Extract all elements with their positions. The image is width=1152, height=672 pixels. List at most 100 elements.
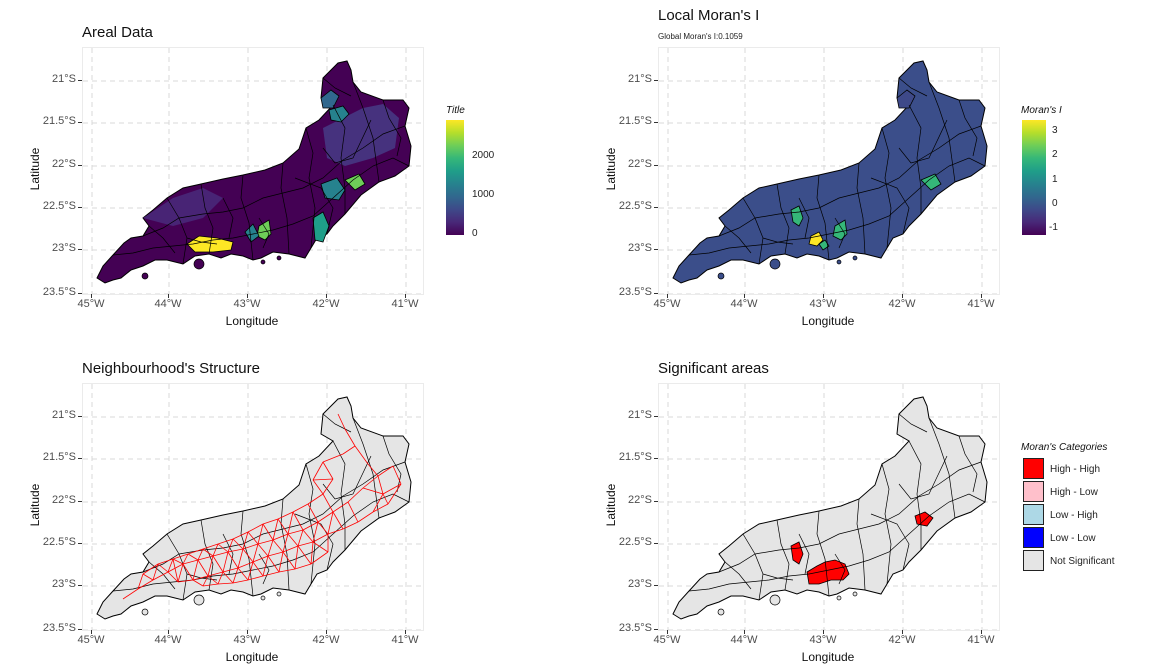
y-tick-label: 22°S — [628, 494, 652, 506]
panel-title: Local Moran's I — [658, 7, 760, 24]
neighbour-link — [357, 511, 374, 523]
x-tick-mark — [667, 630, 668, 634]
y-tick-mark — [78, 207, 82, 208]
neighbour-link — [122, 588, 139, 600]
municipality-border — [332, 104, 346, 214]
municipality-border — [186, 237, 218, 245]
island — [260, 259, 266, 265]
municipality-border — [742, 533, 764, 601]
x-axis-label: Longitude — [801, 650, 855, 664]
neighbour-link — [312, 479, 324, 495]
legend-swatch — [1023, 504, 1044, 525]
municipality-border — [382, 99, 402, 157]
neighbour-link — [202, 548, 214, 557]
y-tick-label: 21°S — [628, 73, 652, 85]
y-tick-mark — [78, 416, 82, 417]
neighbour-link — [232, 567, 239, 584]
municipality-border — [200, 519, 214, 591]
neighbour-link — [202, 575, 209, 587]
neighbour-link — [232, 538, 244, 550]
neighbour-link — [297, 545, 312, 565]
neighbour-link — [242, 531, 249, 550]
x-tick-mark — [981, 294, 982, 298]
neighbour-link — [347, 487, 364, 503]
neighbour-link — [202, 583, 219, 587]
municipality-border — [148, 225, 176, 254]
legend-tick-label: -1 — [1049, 222, 1058, 233]
municipality-border — [294, 513, 334, 571]
neighbour-link — [192, 575, 209, 581]
municipality-border — [908, 440, 922, 550]
neighbour-link — [142, 573, 154, 581]
map-plot-area — [82, 47, 424, 295]
neighbour-link — [172, 558, 184, 565]
y-tick-label: 22.5°S — [618, 200, 652, 212]
island — [852, 255, 858, 261]
municipality-border — [856, 498, 866, 591]
island — [276, 591, 282, 597]
y-tick-mark — [78, 122, 82, 123]
y-tick-label: 22°S — [628, 158, 652, 170]
neighbour-link — [237, 567, 249, 581]
neighbour-link — [267, 551, 284, 557]
y-tick-mark — [654, 543, 658, 544]
neighbour-link — [227, 548, 244, 553]
municipality-border — [332, 440, 346, 550]
neighbour-link — [187, 553, 199, 561]
neighbour-link — [262, 523, 274, 541]
legend-tick-label: 1000 — [472, 189, 495, 200]
y-tick-mark — [654, 207, 658, 208]
legend-tick-label: 0 — [1052, 198, 1058, 209]
neighbour-link — [267, 539, 274, 557]
map-svg — [83, 384, 423, 630]
neighbour-link — [217, 582, 234, 585]
y-tick-mark — [654, 629, 658, 630]
neighbour-link — [207, 575, 219, 585]
x-tick-label: 42°W — [312, 634, 340, 646]
x-tick-mark — [744, 294, 745, 298]
municipality-border — [798, 533, 810, 575]
municipality-border — [870, 513, 910, 571]
x-tick-mark — [326, 630, 327, 634]
municipality-border — [280, 162, 290, 255]
x-tick-label: 45°W — [653, 634, 681, 646]
map-plot-area — [658, 383, 1000, 631]
neighbour-link — [257, 539, 274, 545]
y-tick-label: 23°S — [628, 578, 652, 590]
neighbour-link — [312, 461, 324, 481]
neighbour-link — [257, 543, 269, 557]
x-tick-mark — [405, 630, 406, 634]
y-tick-mark — [78, 80, 82, 81]
neighbour-link — [332, 511, 344, 530]
island — [836, 595, 842, 601]
neighbour-link — [252, 543, 259, 563]
y-tick-mark — [654, 293, 658, 294]
municipality-border — [898, 119, 948, 164]
neighbour-link — [227, 551, 239, 569]
x-tick-label: 42°W — [888, 298, 916, 310]
y-tick-mark — [654, 416, 658, 417]
island — [717, 608, 725, 616]
neighbour-link — [312, 478, 334, 481]
region-area — [244, 223, 260, 243]
y-tick-mark — [78, 165, 82, 166]
neighbour-link — [262, 518, 279, 525]
region-area — [896, 89, 916, 109]
island — [193, 594, 205, 606]
neighbour-link — [217, 571, 224, 585]
y-tick-label: 23°S — [628, 242, 652, 254]
y-tick-label: 23.5°S — [42, 286, 76, 298]
y-tick-mark — [78, 458, 82, 459]
neighbour-link — [212, 555, 224, 573]
panel-areal-data: Areal Data Latitude Longitude Title 2000… — [0, 0, 576, 336]
x-tick-mark — [247, 630, 248, 634]
neighbour-link — [278, 568, 296, 573]
y-tick-label: 23°S — [52, 242, 76, 254]
x-tick-label: 41°W — [967, 634, 995, 646]
municipality-border — [322, 455, 372, 500]
municipality-border — [776, 519, 790, 591]
x-tick-mark — [168, 630, 169, 634]
neighbour-link — [152, 563, 159, 581]
y-tick-label: 23°S — [52, 578, 76, 590]
panel-title: Significant areas — [658, 360, 769, 377]
